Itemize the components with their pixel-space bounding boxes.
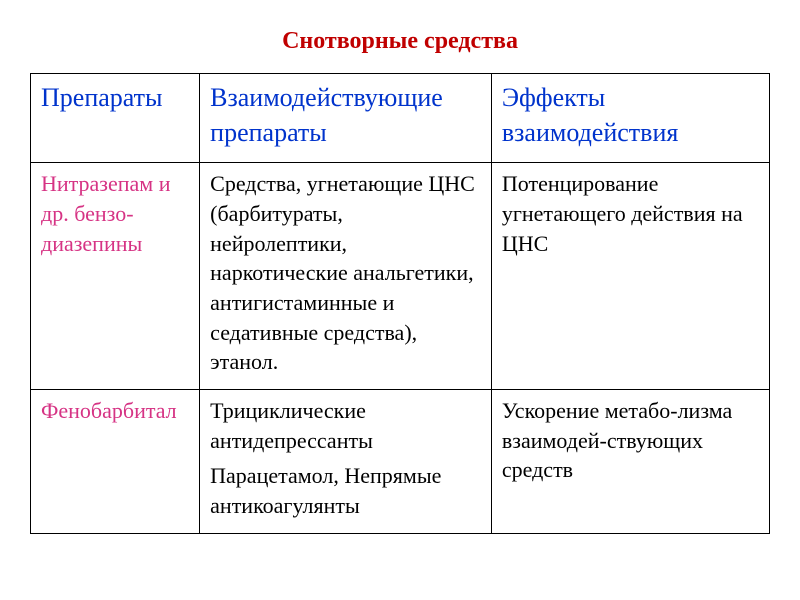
interacting-text: Парацетамол, Непрямые антикоагулянты: [210, 461, 481, 520]
interacting-text: Трициклические антидепрессанты: [210, 396, 481, 455]
effect-cell: Потенцирование угнетающего действия на Ц…: [491, 163, 769, 390]
interacting-cell: Трициклические антидепрессанты Парацетам…: [200, 390, 492, 534]
table-header-row: Препараты Взаимодействующие препараты Эф…: [31, 74, 770, 163]
table-row: Нитразепам и др. бензо-диазепины Средств…: [31, 163, 770, 390]
table-row: Фенобарбитал Трициклические антидепресса…: [31, 390, 770, 534]
drug-name-cell: Нитразепам и др. бензо-диазепины: [31, 163, 200, 390]
effect-text: Потенцирование угнетающего действия на Ц…: [502, 169, 759, 258]
header-cell-drugs: Препараты: [31, 74, 200, 163]
page: Снотворные средства Препараты Взаимодейс…: [0, 0, 800, 600]
interacting-text: Средства, угнетающие ЦНС (барбитураты, н…: [210, 169, 481, 377]
header-cell-effects: Эффекты взаимодействия: [491, 74, 769, 163]
hypnotics-table: Препараты Взаимодействующие препараты Эф…: [30, 73, 770, 534]
header-cell-interacting: Взаимодействующие препараты: [200, 74, 492, 163]
page-title: Снотворные средства: [30, 28, 770, 55]
effect-cell: Ускорение метабо-лизма взаимодей-ствующи…: [491, 390, 769, 534]
effect-text: Ускорение метабо-лизма взаимодей-ствующи…: [502, 396, 759, 485]
drug-name-cell: Фенобарбитал: [31, 390, 200, 534]
interacting-cell: Средства, угнетающие ЦНС (барбитураты, н…: [200, 163, 492, 390]
